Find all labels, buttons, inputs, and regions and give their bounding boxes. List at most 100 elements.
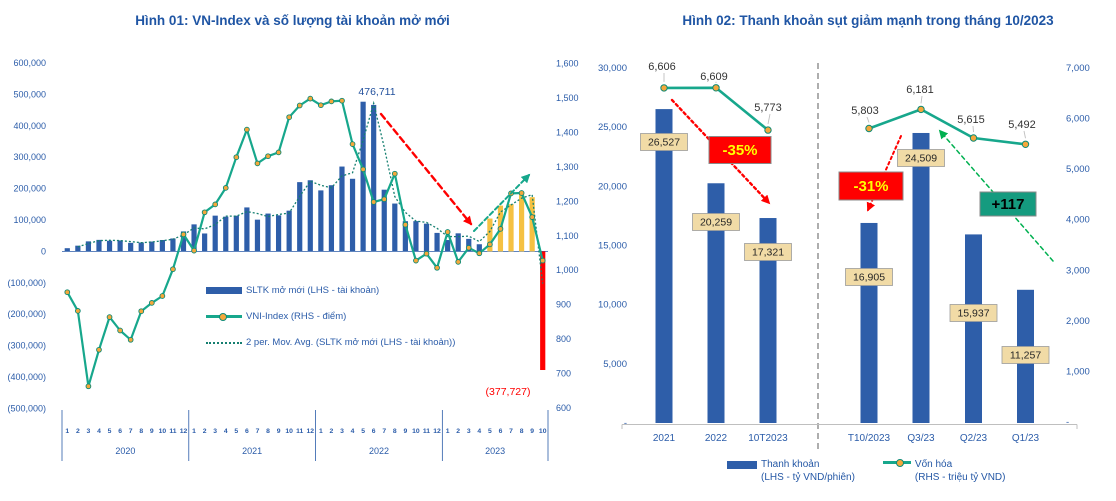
category-label: T10/2023	[848, 433, 891, 444]
callout-text: -35%	[722, 142, 757, 159]
vni-index-marker	[518, 190, 525, 196]
chart2-legend: Thanh khoản (LHS - tỷ VND/phiên) Vốn hóa…	[727, 458, 1005, 484]
month-tick-label: 8	[520, 428, 524, 435]
legend-label: Vốn hóa	[914, 459, 953, 470]
category-label: Q3/23	[907, 433, 935, 444]
left-axis-tick-label: 30,000	[598, 63, 627, 74]
bar-swatch-icon	[206, 287, 242, 294]
left-axis-tick-label: 15,000	[598, 241, 627, 252]
liquidity-bar	[912, 132, 930, 423]
new-accounts-bar	[339, 166, 345, 252]
line-value-label: 5,615	[957, 114, 985, 126]
month-tick-label: 4	[224, 428, 228, 435]
new-accounts-bar	[275, 215, 282, 252]
month-tick-label: 10	[412, 428, 420, 435]
right-axis-tick-label: 700	[556, 369, 571, 379]
right-axis-tick-label: 5,000	[1066, 164, 1090, 175]
month-tick-label: 11	[296, 428, 303, 435]
right-axis-tick-label: 3,000	[1066, 265, 1090, 276]
right-axis-tick-label: 6,000	[1066, 114, 1090, 125]
liquidity-bar	[965, 234, 982, 423]
new-accounts-bar	[254, 219, 261, 252]
vni-index-marker	[476, 250, 483, 257]
vni-index-marker	[465, 244, 472, 251]
new-accounts-bar	[75, 245, 81, 252]
month-tick-label: 7	[509, 428, 513, 435]
vni-index-marker	[212, 201, 219, 208]
vni-index-marker	[127, 336, 134, 343]
right-axis-tick-label: 2,000	[1066, 316, 1090, 327]
marker-dot-icon	[895, 458, 904, 467]
legend-sublabel: (LHS - tỷ VND/phiên)	[761, 472, 855, 483]
line-value-label: 6,606	[648, 61, 676, 73]
marker-dot-icon	[219, 312, 227, 321]
month-tick-label: 1	[446, 428, 450, 435]
callout-text: -31%	[853, 178, 888, 195]
bar-value-label-box	[845, 268, 893, 286]
callout-box	[838, 171, 904, 201]
right-axis-tick-label: 900	[556, 300, 571, 310]
vni-index-line	[66, 97, 544, 388]
vni-index-marker	[413, 257, 419, 264]
year-label: 2023	[485, 446, 505, 456]
market-cap-marker	[1021, 140, 1030, 149]
right-axis-tick-label: 600	[556, 403, 571, 413]
month-tick-label: 12	[307, 428, 315, 435]
legend-label: Thanh khoản	[761, 459, 820, 470]
new-accounts-bar	[191, 224, 197, 252]
month-tick-label: 4	[351, 428, 355, 435]
label-callout-line	[1023, 130, 1026, 139]
new-accounts-bar	[402, 221, 408, 252]
liquidity-bar	[707, 183, 725, 423]
vni-index-marker	[275, 149, 282, 156]
vni-index-marker	[74, 308, 81, 314]
market-cap-marker	[865, 124, 873, 133]
trend-arrow	[473, 173, 531, 232]
point-value-label: 476,711	[358, 86, 395, 98]
right-axis-tick-label: 7,000	[1066, 63, 1090, 74]
new-accounts-bar	[540, 251, 546, 371]
new-accounts-bar	[202, 233, 208, 252]
point-value-label: (377,727)	[486, 386, 531, 398]
month-tick-label: 4	[97, 428, 101, 435]
vni-index-marker	[391, 170, 398, 177]
vni-index-marker	[296, 102, 303, 109]
month-tick-label: 3	[340, 428, 344, 435]
vni-index-marker	[286, 114, 293, 121]
line-value-label: 5,803	[851, 105, 879, 117]
bar-value-label-box	[949, 304, 998, 322]
vni-index-marker	[170, 266, 176, 273]
right-axis-tick-label: 1,300	[556, 162, 579, 172]
month-tick-label: 9	[403, 428, 407, 435]
month-tick-label: 2	[76, 428, 80, 435]
market-cap-line	[868, 108, 1026, 146]
category-label: Q2/23	[960, 433, 988, 444]
vni-index-marker	[455, 259, 462, 265]
month-tick-label: 11	[423, 428, 430, 435]
bar-value-label: 24,509	[905, 153, 937, 165]
bar-value-label-box	[640, 133, 688, 151]
new-accounts-bar	[371, 104, 377, 252]
new-accounts-bar	[212, 215, 218, 252]
left-axis-tick-label: -	[624, 418, 627, 429]
legend-item-vni-index: VNI-Index (RHS - điểm)	[206, 308, 455, 325]
legend-item-new-accounts: SLTK mở mới (LHS - tài khoản)	[206, 282, 455, 299]
new-accounts-bar	[381, 189, 387, 252]
vni-index-marker	[487, 241, 493, 248]
legend-label: 2 per. Mov. Avg. (SLTK mở mới (LHS - tài…	[246, 337, 456, 348]
line-swatch-icon	[882, 458, 911, 467]
new-accounts-bar	[307, 180, 313, 252]
liquidity-bar	[759, 218, 777, 423]
vni-index-marker	[339, 97, 345, 104]
left-axis-tick-label: 20,000	[598, 181, 627, 192]
vni-index-marker	[370, 199, 377, 205]
month-tick-label: 1	[192, 428, 196, 435]
new-accounts-bar	[360, 101, 366, 252]
vni-index-marker	[233, 154, 240, 161]
bar-value-label: 17,321	[752, 247, 784, 259]
vni-index-marker	[529, 214, 536, 220]
new-accounts-bar	[244, 207, 250, 252]
month-tick-label: 2	[203, 428, 207, 435]
label-callout-line	[972, 125, 974, 133]
